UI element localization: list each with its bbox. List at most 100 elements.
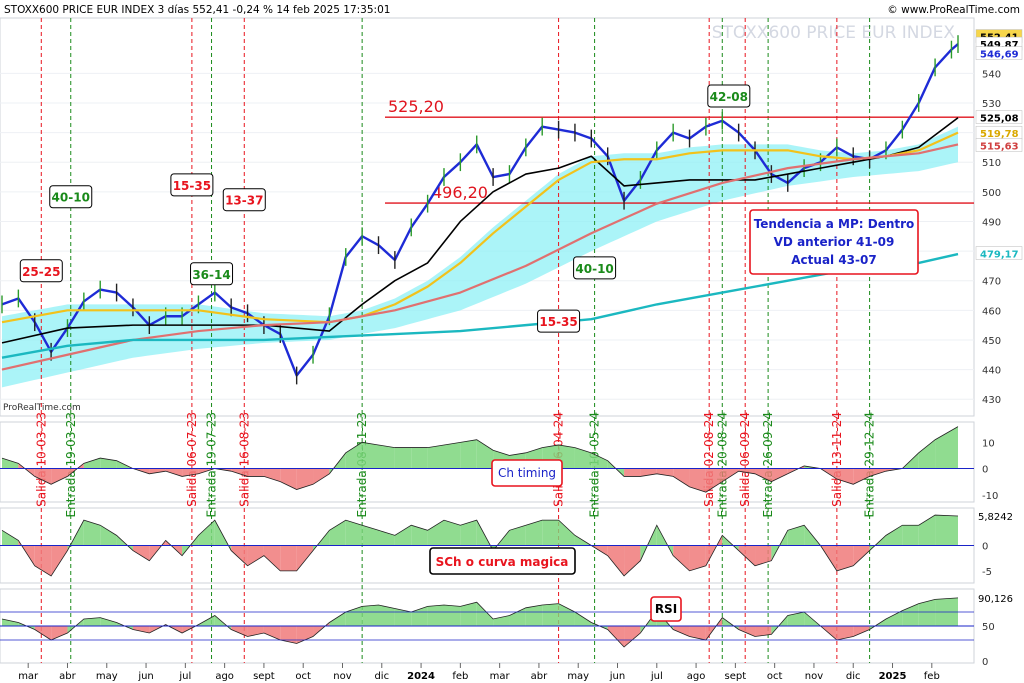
ch-timing-fill bbox=[83, 458, 101, 469]
month-label: feb bbox=[924, 671, 940, 682]
signal-line-label: Salida 02-08-24 bbox=[702, 412, 716, 507]
axes: 430440450460470480490500510520530540mara… bbox=[18, 29, 1023, 682]
month-label: nov bbox=[333, 671, 351, 682]
rsi-fill bbox=[607, 626, 625, 647]
annotation-frame bbox=[707, 84, 751, 108]
rsi-fill bbox=[755, 626, 772, 637]
sch-fill bbox=[509, 525, 526, 546]
month-label: 2024 bbox=[407, 671, 435, 682]
signal-line-label: Salida 06-07-23 bbox=[185, 412, 199, 507]
annotation-frame bbox=[170, 173, 214, 197]
price-tick-label: 510 bbox=[982, 158, 1001, 169]
sch-fill bbox=[787, 525, 805, 546]
site-credit: © www.ProRealTime.com bbox=[887, 4, 1020, 16]
sch-fill bbox=[689, 545, 706, 571]
signal-line-label: Salida 10-03-23 bbox=[34, 412, 48, 507]
rsi-tick-label: 0 bbox=[982, 657, 988, 668]
sch-fill bbox=[100, 525, 117, 546]
ch-timing-fill bbox=[460, 439, 477, 469]
month-label: oct bbox=[767, 671, 783, 682]
ch-timing-fill bbox=[165, 468, 183, 477]
ch-timing-fill bbox=[673, 468, 690, 487]
rsi-fill bbox=[2, 619, 19, 626]
sch-value-tag: 5,8242 bbox=[978, 512, 1013, 523]
ch-timing-fill bbox=[591, 452, 608, 469]
sch-fill bbox=[853, 545, 870, 566]
rsi-fill bbox=[574, 612, 592, 626]
rsi-label: RSI bbox=[655, 602, 677, 616]
annotation-label: 15-35 bbox=[539, 315, 577, 329]
month-label: jul bbox=[178, 671, 191, 682]
month-label: may bbox=[96, 671, 118, 682]
rsi-fill bbox=[624, 626, 641, 647]
rsi-fill bbox=[787, 612, 805, 626]
annotation-frame bbox=[573, 256, 617, 280]
series-line-price bbox=[1, 43, 959, 377]
rsi-fill bbox=[83, 617, 101, 626]
price-tick-label: 450 bbox=[982, 336, 1001, 347]
rsi-fill bbox=[689, 626, 706, 640]
rsi-fill bbox=[918, 599, 936, 626]
rsi-fill bbox=[525, 605, 543, 626]
value-tag: 515,63 bbox=[980, 142, 1019, 153]
annotation-frame bbox=[19, 259, 63, 283]
sch-fill bbox=[362, 525, 379, 546]
annotation-label: 13-37 bbox=[225, 194, 263, 208]
rsi-fill bbox=[460, 602, 477, 626]
rsi-fill bbox=[443, 605, 461, 626]
ch-timing-fill bbox=[394, 447, 412, 469]
month-label: feb bbox=[452, 671, 468, 682]
rsi-tick-label: 50 bbox=[982, 622, 995, 633]
ch-timing-tag: Ch timing bbox=[491, 459, 563, 487]
sch-fill bbox=[247, 545, 264, 566]
sch-fill bbox=[263, 545, 281, 571]
rsi-fill bbox=[836, 626, 854, 640]
month-label: sept bbox=[253, 671, 275, 682]
level-label: 496,20 bbox=[432, 183, 488, 202]
price-tick-label: 430 bbox=[982, 395, 1001, 406]
month-label: nov bbox=[805, 671, 823, 682]
ch-timing-fill bbox=[378, 444, 395, 469]
sch-fill bbox=[902, 525, 919, 546]
rsi-fill bbox=[885, 610, 903, 626]
ch-timing-fill bbox=[263, 468, 281, 482]
rsi-fill bbox=[411, 606, 428, 626]
month-label: jun bbox=[609, 671, 625, 682]
annotation-frame bbox=[537, 309, 581, 333]
ch-timing-fill bbox=[2, 458, 19, 469]
rsi-fill bbox=[476, 602, 494, 626]
ch-timing-label: Ch timing bbox=[498, 466, 556, 480]
annotation-label: 40-10 bbox=[52, 191, 90, 205]
sch-fill bbox=[624, 545, 641, 576]
price-panel-frame bbox=[0, 17, 975, 417]
ch-timing-fill bbox=[869, 468, 886, 477]
sch-tag: SCh o curva magica bbox=[429, 547, 576, 575]
rsi-fill bbox=[378, 605, 395, 626]
ch-timing-fill bbox=[427, 444, 444, 469]
ch-timing-fill bbox=[362, 442, 379, 469]
ch-timing-fill bbox=[247, 468, 264, 477]
annotation-frame bbox=[222, 188, 266, 212]
month-label: may bbox=[567, 671, 589, 682]
rsi-fill bbox=[362, 605, 379, 626]
value-tag-frame bbox=[975, 246, 1023, 260]
sch-fill bbox=[329, 520, 346, 546]
signal-line-label: Salida 13-11-24 bbox=[830, 412, 844, 507]
rsi-fill bbox=[132, 626, 150, 633]
sch-fill bbox=[280, 545, 297, 571]
month-label: 2025 bbox=[879, 671, 907, 682]
annotation-label: 36-14 bbox=[192, 268, 230, 282]
sch-fill bbox=[738, 545, 756, 566]
source-label: ProRealTime.com bbox=[3, 403, 81, 413]
sch-fill bbox=[836, 545, 854, 571]
sch-fill bbox=[231, 545, 248, 566]
ch-timing-fill bbox=[411, 447, 428, 469]
annotation-label: 15-35 bbox=[173, 179, 211, 193]
rsi-fill bbox=[231, 626, 248, 637]
price-tick-label: 440 bbox=[982, 366, 1001, 377]
rsi-fill bbox=[853, 626, 870, 637]
ch-timing-tick-label: 0 bbox=[982, 465, 988, 476]
rsi-fill bbox=[427, 605, 444, 626]
month-label: jun bbox=[137, 671, 153, 682]
